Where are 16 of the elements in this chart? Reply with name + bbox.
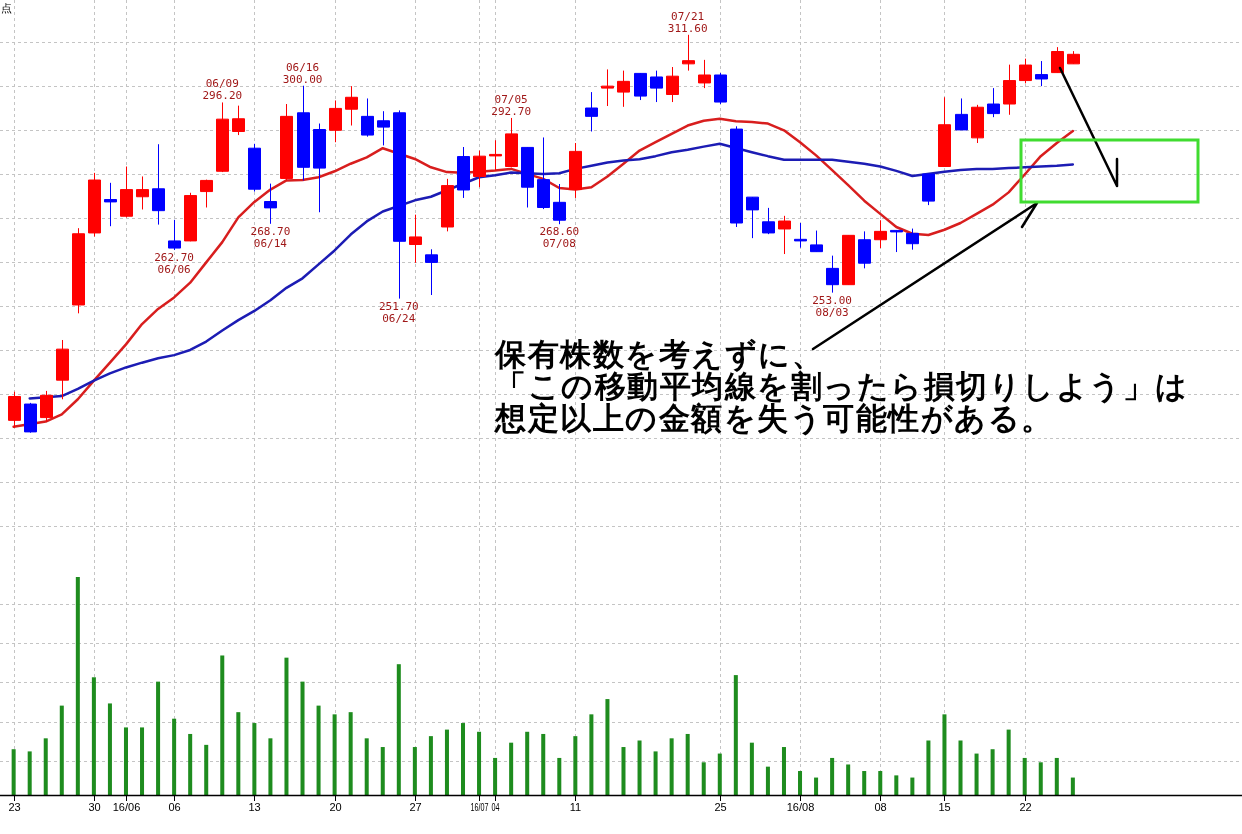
x-tick-label: 20: [329, 801, 342, 813]
note: 点: [1, 2, 12, 15]
x-tick-label: 04: [491, 801, 500, 814]
x-tick-label: 27: [409, 801, 422, 813]
x-tick-label: 16/07: [470, 801, 489, 814]
x-tick-label: 15: [938, 801, 951, 813]
x-tick-label: 30: [88, 801, 101, 813]
x-tick-label: 23: [8, 801, 21, 813]
x-tick-label: 06: [168, 801, 181, 813]
x-tick-label: 11: [569, 801, 582, 813]
x-tick-label: 22: [1019, 801, 1032, 813]
x-tick-label: 13: [248, 801, 261, 813]
x-tick-label: 16/06: [112, 801, 141, 813]
x-tick-label: 08: [874, 801, 887, 813]
x-tick-label: 16/08: [786, 801, 815, 813]
x-tick-label: 25: [714, 801, 727, 813]
